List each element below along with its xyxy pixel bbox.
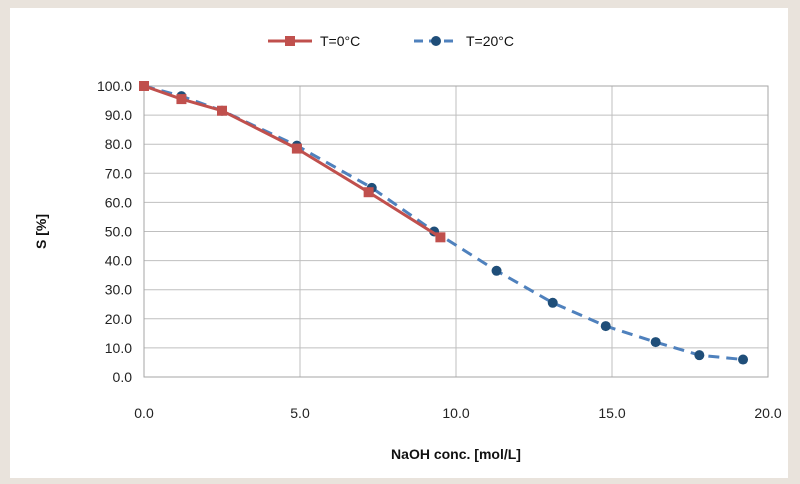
- data-point: [694, 350, 705, 361]
- y-tick-label: 60.0: [105, 194, 132, 210]
- series-t0: [139, 81, 446, 243]
- legend-label: T=0°C: [320, 33, 360, 49]
- legend-swatch-marker: [431, 36, 441, 46]
- data-point: [217, 105, 227, 116]
- data-point: [291, 143, 302, 154]
- y-tick-label: 50.0: [105, 224, 132, 240]
- y-axis-title: S [%]: [33, 214, 49, 249]
- data-point: [363, 187, 374, 198]
- line-chart: 0.0 10.0 20.0 30.0 40.0 50.0 60.0 70.0 80.0 90.0 1…: [33, 33, 782, 462]
- grid-layer: [143, 85, 769, 378]
- x-tick-label: 5.0: [290, 405, 310, 421]
- legend-item-t0: T=0°C: [268, 33, 360, 49]
- data-point: [435, 232, 446, 243]
- x-tick-label: 20.0: [754, 405, 781, 421]
- y-tick-label: 20.0: [105, 311, 132, 327]
- data-point: [139, 81, 149, 91]
- legend-item-t20: T=20°C: [414, 33, 514, 49]
- series-line: [143, 84, 442, 239]
- y-tick-label: 10.0: [105, 340, 132, 356]
- x-tick-label: 10.0: [442, 405, 469, 421]
- axis-layer: 0.0 10.0 20.0 30.0 40.0 50.0 60.0 70.0 80.0 90.0 1…: [97, 78, 782, 421]
- data-point: [176, 94, 187, 105]
- y-tick-label: 0.0: [113, 369, 133, 385]
- legend: T=0°C T=20°C: [268, 33, 514, 49]
- series-layer: [139, 81, 749, 365]
- data-point: [547, 297, 558, 308]
- y-tick-label: 70.0: [105, 165, 132, 181]
- y-tick-label: 90.0: [105, 107, 132, 123]
- x-tick-label: 15.0: [598, 405, 625, 421]
- legend-swatch-marker: [285, 36, 295, 46]
- data-point: [600, 321, 611, 332]
- y-tick-label: 80.0: [105, 136, 132, 152]
- series-t20: [139, 81, 749, 365]
- plot-area-border: [143, 85, 769, 378]
- legend-label: T=20°C: [466, 33, 514, 49]
- data-point: [650, 337, 661, 348]
- y-tick-label: 40.0: [105, 253, 132, 269]
- x-axis-title: NaOH conc. [mol/L]: [391, 446, 521, 462]
- data-point: [491, 265, 502, 276]
- y-tick-label: 100.0: [97, 78, 132, 94]
- data-point: [738, 354, 749, 365]
- x-tick-label: 0.0: [134, 405, 154, 421]
- chart-panel: 0.0 10.0 20.0 30.0 40.0 50.0 60.0 70.0 80.0 90.0 1…: [10, 8, 788, 478]
- y-tick-label: 30.0: [105, 282, 132, 298]
